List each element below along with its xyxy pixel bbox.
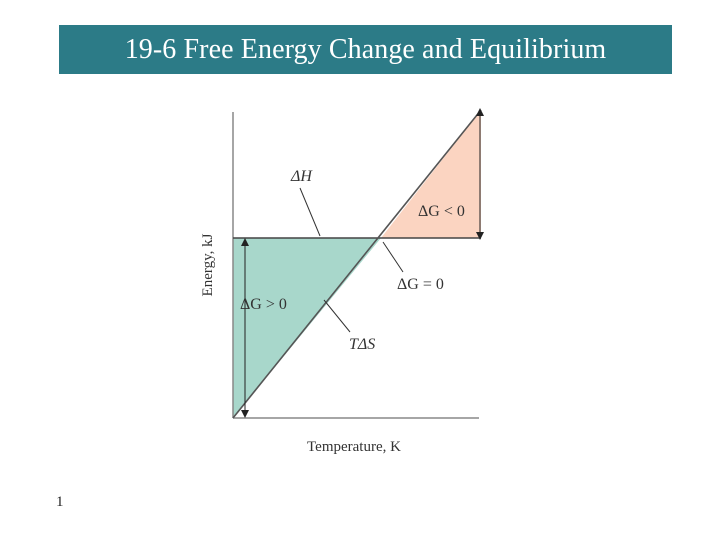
delta-g-zero-label: ΔG = 0	[397, 276, 444, 293]
delta-g-negative-label: ΔG < 0	[418, 203, 465, 220]
delta-h-label: ΔH	[290, 168, 313, 185]
page-number: 1	[56, 494, 64, 510]
slide-title: 19-6 Free Energy Change and Equilibrium	[59, 25, 672, 74]
delta-h-leader	[299, 187, 321, 237]
delta-g-zero-leader	[382, 241, 404, 273]
delta-g-positive-label: ΔG > 0	[240, 296, 287, 313]
x-axis-label: Temperature, K	[307, 439, 401, 455]
slide-title-text: 19-6 Free Energy Change and Equilibrium	[124, 33, 607, 65]
y-axis-label: Energy, kJ	[200, 233, 216, 296]
t-delta-s-label: TΔS	[349, 336, 375, 353]
t-delta-s-leader	[323, 299, 351, 333]
t-delta-s-line	[232, 109, 482, 419]
